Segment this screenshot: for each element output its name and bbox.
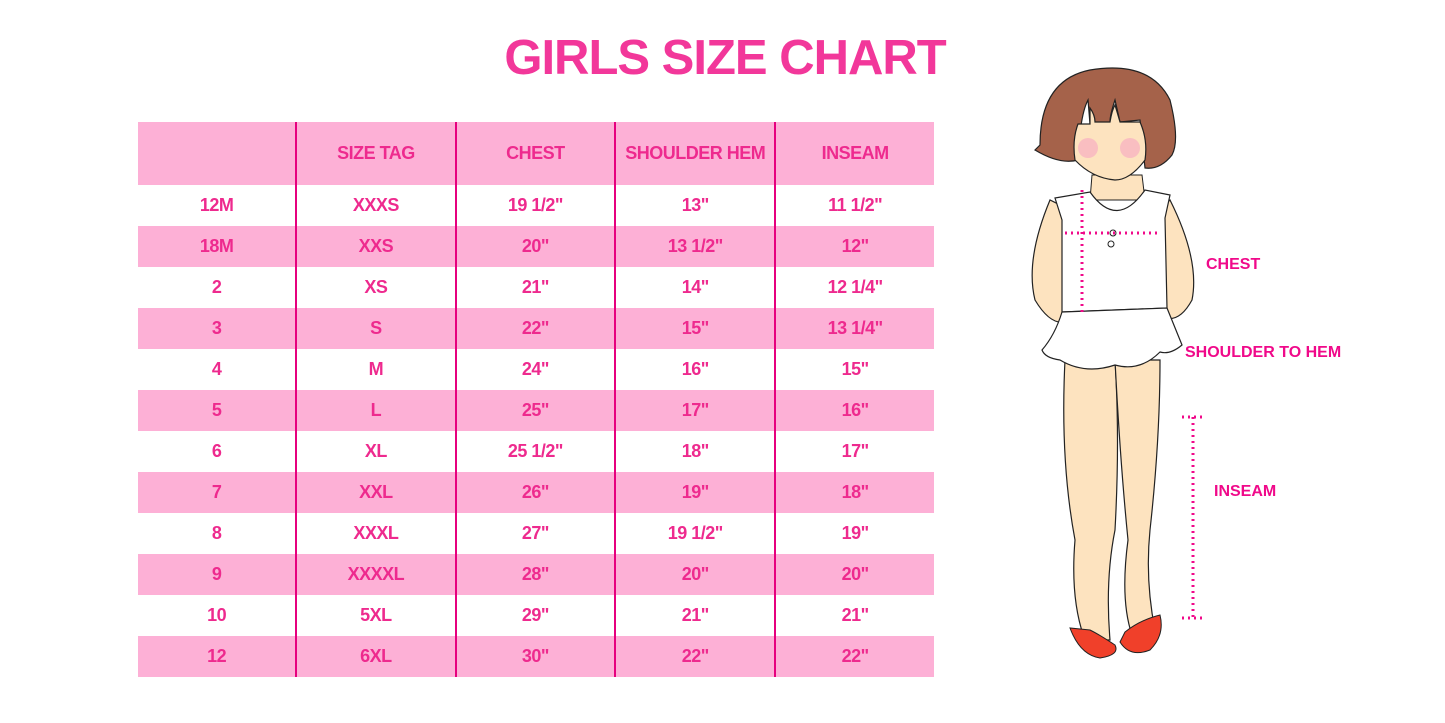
table-cell: 30" — [454, 636, 616, 677]
table-row: 8 XXXL 27" 19 1/2" 19" — [138, 513, 934, 554]
table-cell: 14" — [614, 267, 776, 308]
table-row: 5 L 25" 17" 16" — [138, 390, 934, 431]
table-row: 12 6XL 30" 22" 22" — [138, 636, 934, 677]
table-cell: 11 1/2" — [774, 185, 934, 226]
table-cell: 29" — [454, 595, 616, 636]
measurement-figure: CHEST SHOULDER TO HEM INSEAM — [1020, 60, 1380, 685]
table-cell: 18" — [614, 431, 776, 472]
table-cell: 20" — [614, 554, 776, 595]
table-cell: 15" — [614, 308, 776, 349]
table-cell: 21" — [454, 267, 616, 308]
table-cell: 12 1/4" — [774, 267, 934, 308]
table-cell: 8 — [211, 523, 222, 543]
table-cell: XS — [295, 267, 456, 308]
table-cell: 13" — [614, 185, 776, 226]
table-row: 9 XXXXL 28" 20" 20" — [138, 554, 934, 595]
table-cell: L — [295, 390, 456, 431]
table-cell: 16" — [774, 390, 934, 431]
table-cell: 21" — [774, 595, 934, 636]
table-cell: XXXL — [295, 513, 456, 554]
table-cell: 25 1/2" — [454, 431, 616, 472]
table-cell: 12" — [774, 226, 934, 267]
table-cell: 17" — [614, 390, 776, 431]
table-cell: XL — [295, 431, 456, 472]
table-cell: 6 — [211, 441, 222, 461]
table-cell: 22" — [454, 308, 616, 349]
table-cell: 18" — [774, 472, 934, 513]
page-title: GIRLS SIZE CHART — [504, 31, 946, 85]
column-header: INSEAM — [774, 122, 934, 185]
table-cell: 21" — [614, 595, 776, 636]
table-row: 12M XXXS 19 1/2" 13" 11 1/2" — [138, 185, 934, 226]
table-cell: 12M — [199, 195, 234, 215]
table-cell: 20" — [774, 554, 934, 595]
table-cell: 7 — [138, 472, 297, 513]
shoulder-to-hem-label: SHOULDER TO HEM — [1185, 344, 1342, 361]
table-cell: 4 — [211, 359, 222, 379]
column-header — [138, 122, 297, 185]
table-cell: 19 1/2" — [454, 185, 616, 226]
table-cell: XXXXL — [295, 554, 456, 595]
table-cell: XXXS — [295, 185, 456, 226]
table-row: 10 5XL 29" 21" 21" — [138, 595, 934, 636]
inseam-label: INSEAM — [1214, 483, 1277, 500]
chest-label: CHEST — [1206, 256, 1261, 273]
table-cell: S — [295, 308, 456, 349]
table-cell: 22" — [774, 636, 934, 677]
table-cell: 12 — [138, 636, 297, 677]
table-cell: 26" — [454, 472, 616, 513]
table-cell: 17" — [774, 431, 934, 472]
table-header-row: SIZE TAG CHEST SHOULDER HEM INSEAM — [138, 122, 934, 185]
table-cell: 19" — [614, 472, 776, 513]
table-row: 2 XS 21" 14" 12 1/4" — [138, 267, 934, 308]
table-cell: 13 1/2" — [614, 226, 776, 267]
table-row: 7 XXL 26" 19" 18" — [138, 472, 934, 513]
table-cell: XXS — [295, 226, 456, 267]
table-cell: 24" — [454, 349, 616, 390]
table-cell: XXL — [295, 472, 456, 513]
table-row: 3 S 22" 15" 13 1/4" — [138, 308, 934, 349]
table-cell: 5XL — [295, 595, 456, 636]
table-row: 4 M 24" 16" 15" — [138, 349, 934, 390]
girl-illustration — [1031, 67, 1202, 659]
column-header: SHOULDER HEM — [614, 122, 776, 185]
table-cell: 20" — [454, 226, 616, 267]
table-cell: 15" — [774, 349, 934, 390]
size-table: SIZE TAG CHEST SHOULDER HEM INSEAM 12M XXXS 1… — [138, 122, 934, 677]
table-cell: M — [295, 349, 456, 390]
table-cell: 28" — [454, 554, 616, 595]
table-cell: 10 — [207, 605, 227, 625]
table-row: 18M XXS 20" 13 1/2" 12" — [138, 226, 934, 267]
table-cell: 3 — [138, 308, 297, 349]
table-cell: 6XL — [295, 636, 456, 677]
table-cell: 5 — [138, 390, 297, 431]
table-cell: 13 1/4" — [774, 308, 934, 349]
table-cell: 19 1/2" — [614, 513, 776, 554]
table-cell: 25" — [454, 390, 616, 431]
table-row: 6 XL 25 1/2" 18" 17" — [138, 431, 934, 472]
table-cell: 19" — [774, 513, 934, 554]
column-header: SIZE TAG — [295, 122, 456, 185]
table-cell: 27" — [454, 513, 616, 554]
table-cell: 9 — [138, 554, 297, 595]
table-cell: 2 — [211, 277, 222, 297]
table-cell: 22" — [614, 636, 776, 677]
table-cell: 18M — [138, 226, 297, 267]
column-header: CHEST — [454, 122, 616, 185]
table-cell: 16" — [614, 349, 776, 390]
